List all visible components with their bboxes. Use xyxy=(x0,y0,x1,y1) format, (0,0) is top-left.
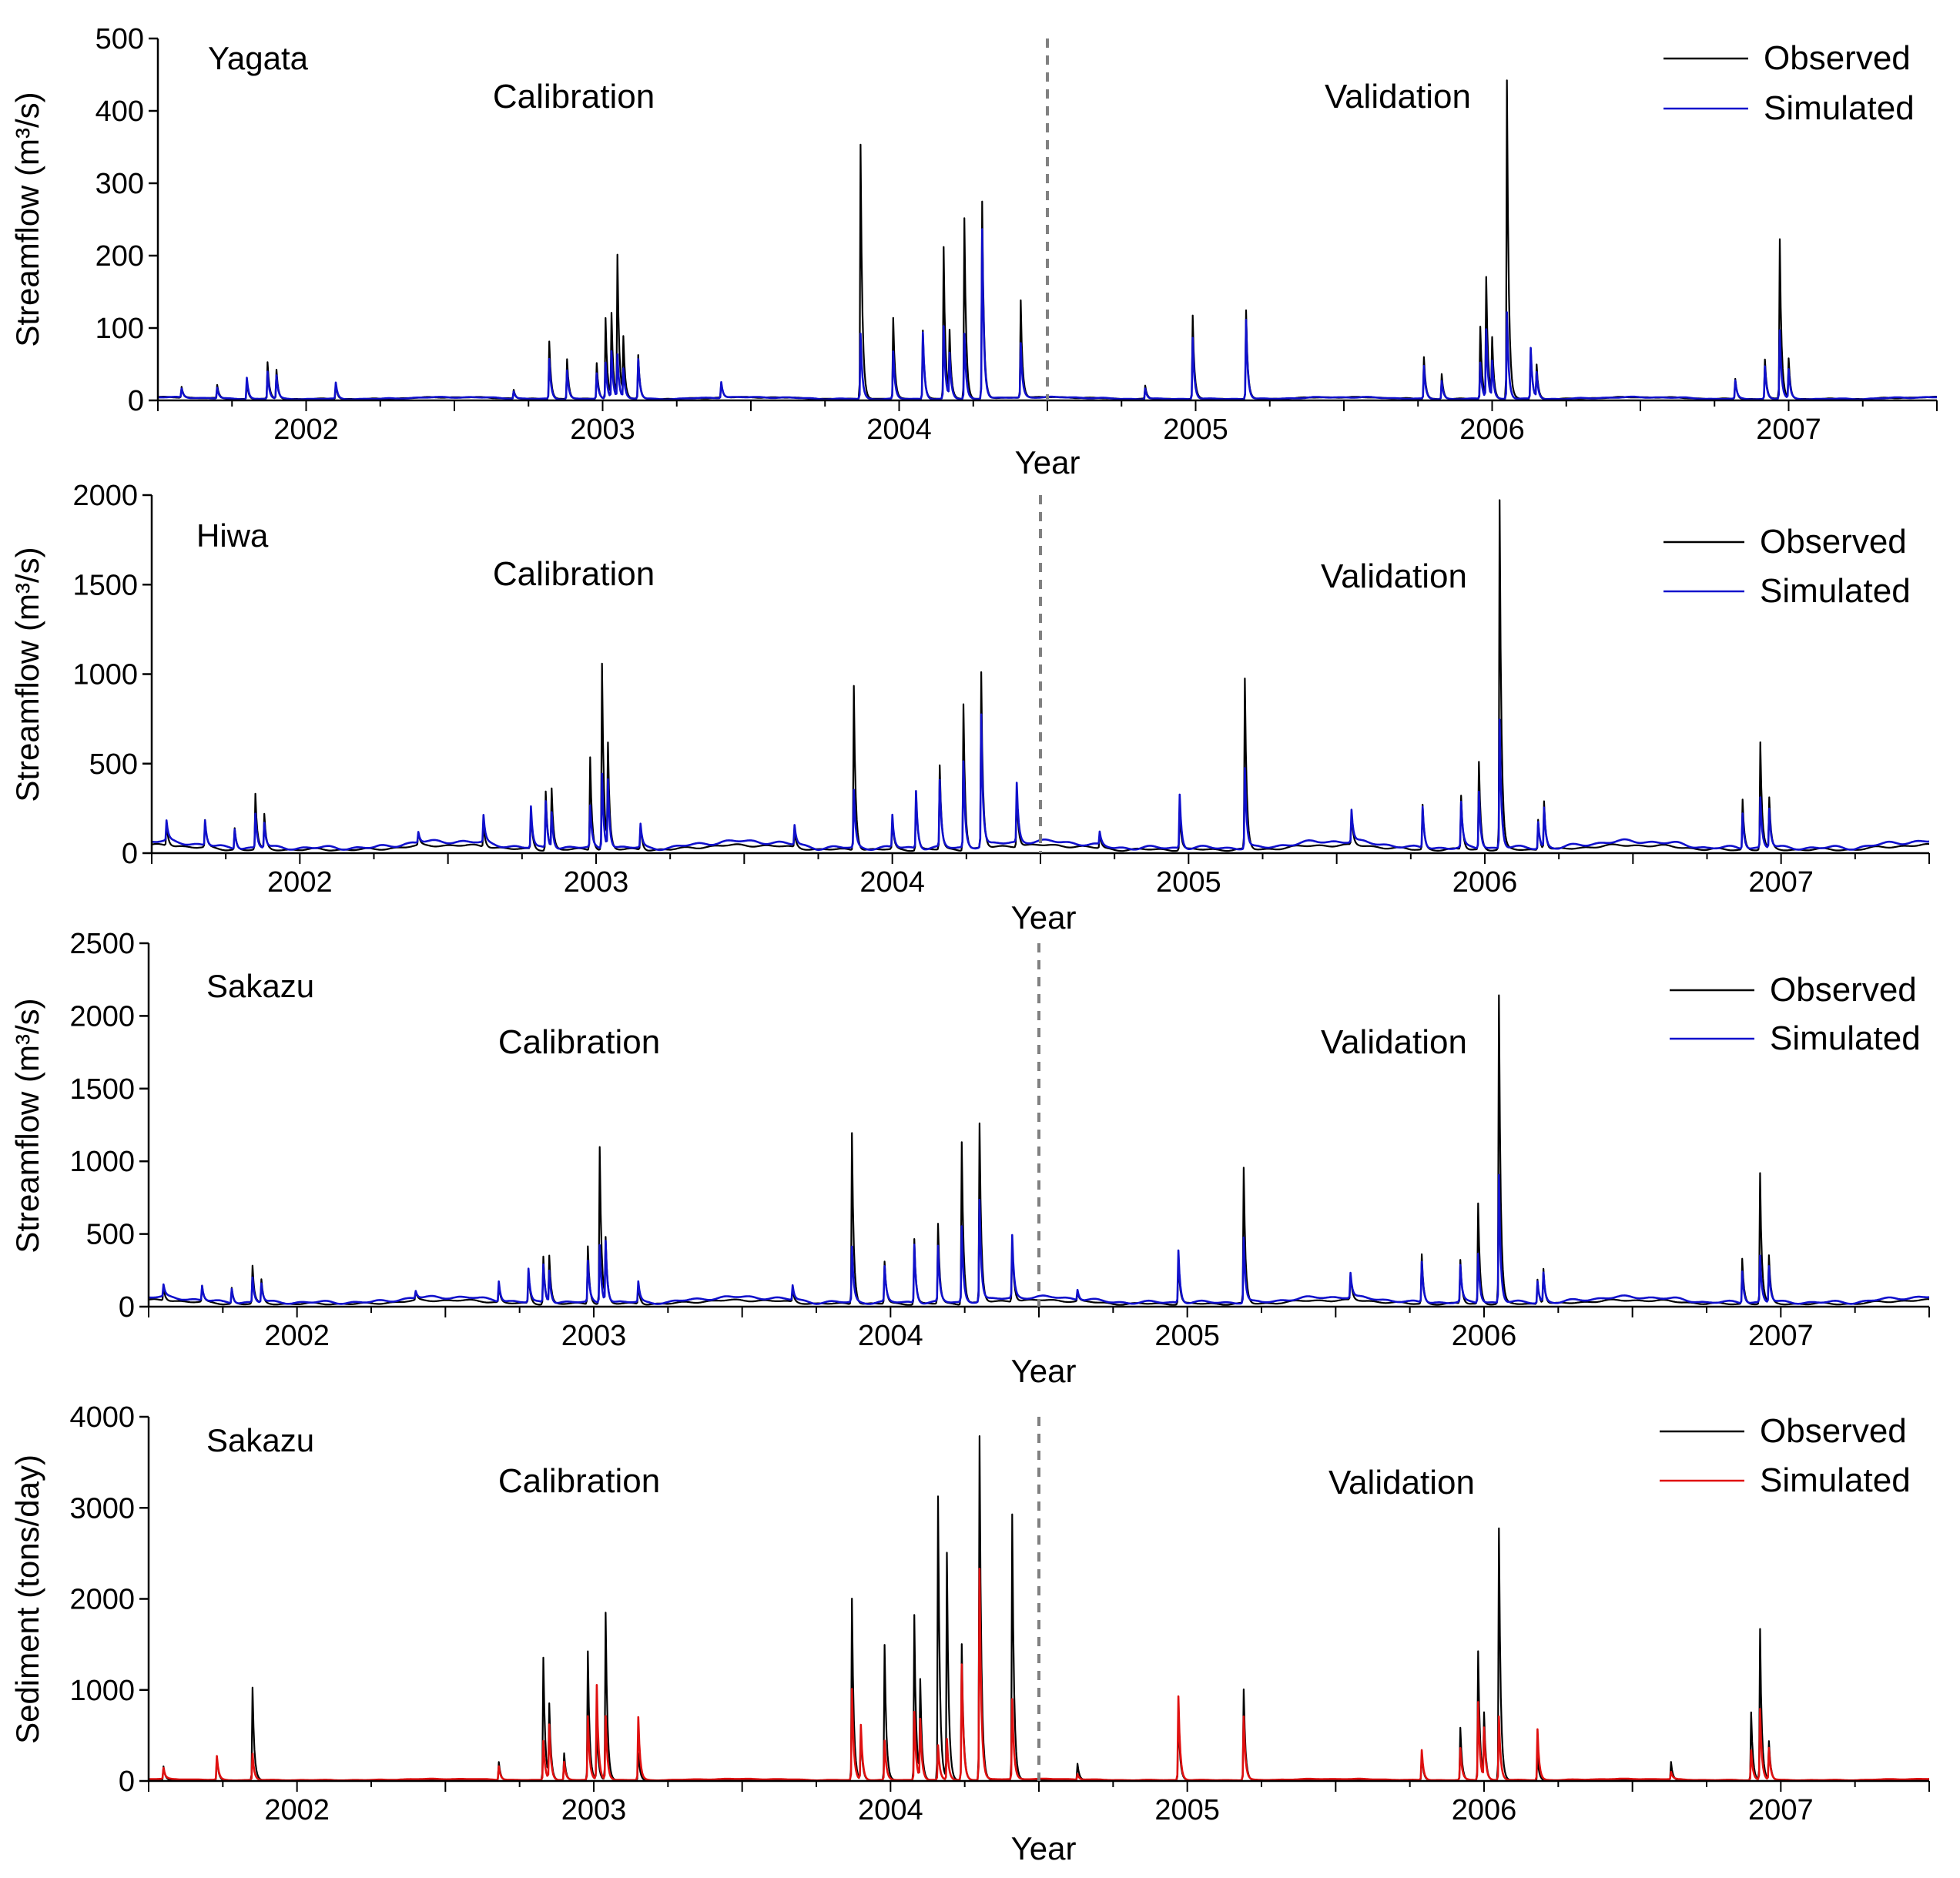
x-tick-label: 2003 xyxy=(564,866,629,899)
y-tick-label: 1000 xyxy=(69,1146,135,1178)
x-tick-label: 2005 xyxy=(1154,1320,1220,1352)
y-tick-label: 1500 xyxy=(69,1073,135,1106)
x-tick-label: 2006 xyxy=(1452,866,1518,899)
y-tick-label: 2000 xyxy=(69,1584,135,1616)
x-tick-label: 2006 xyxy=(1459,413,1525,446)
x-tick-label: 2005 xyxy=(1156,866,1221,899)
x-tick-label: 2002 xyxy=(264,1320,330,1352)
validation-label: Validation xyxy=(1328,1464,1475,1501)
legend-observed-label: Observed xyxy=(1770,971,1917,1009)
validation-label: Validation xyxy=(1325,78,1471,115)
y-tick-label: 500 xyxy=(95,23,144,55)
y-axis-title: Streamflow (m³/s) xyxy=(9,547,45,802)
y-tick-label: 0 xyxy=(119,1766,135,1798)
calibration-label: Calibration xyxy=(498,1023,660,1061)
x-tick-label: 2003 xyxy=(561,1794,627,1826)
x-axis-title: Year xyxy=(1011,899,1077,936)
calibration-label: Calibration xyxy=(493,78,655,115)
x-tick-label: 2006 xyxy=(1452,1794,1517,1826)
legend-observed-label: Observed xyxy=(1764,39,1911,77)
x-axis-title: Year xyxy=(1011,1830,1077,1866)
x-tick-label: 2003 xyxy=(570,413,635,446)
x-tick-label: 2007 xyxy=(1748,866,1814,899)
y-tick-label: 1000 xyxy=(72,659,138,691)
y-tick-label: 2000 xyxy=(72,480,138,512)
x-tick-label: 2007 xyxy=(1748,1794,1814,1826)
x-tick-label: 2002 xyxy=(273,413,339,446)
validation-label: Validation xyxy=(1321,557,1467,595)
x-tick-label: 2004 xyxy=(858,1320,923,1352)
legend-simulated-label: Simulated xyxy=(1760,572,1911,610)
y-tick-label: 2500 xyxy=(69,928,135,960)
y-axis-title: Sediment (tons/day) xyxy=(9,1455,45,1744)
y-tick-label: 100 xyxy=(95,313,144,345)
x-tick-label: 2004 xyxy=(858,1794,923,1826)
site-label: Hiwa xyxy=(196,517,269,554)
y-axis-title: Streamflow (m³/s) xyxy=(9,92,45,346)
x-axis-title: Year xyxy=(1015,444,1081,480)
y-tick-label: 500 xyxy=(89,748,138,781)
legend-observed-label: Observed xyxy=(1760,523,1907,561)
legend-simulated-label: Simulated xyxy=(1764,89,1915,127)
y-tick-label: 200 xyxy=(95,240,144,273)
y-tick-label: 0 xyxy=(119,1291,135,1324)
x-tick-label: 2003 xyxy=(561,1320,627,1352)
calibration-label: Calibration xyxy=(493,555,655,593)
legend-simulated-label: Simulated xyxy=(1760,1461,1911,1499)
x-tick-label: 2007 xyxy=(1756,413,1821,446)
x-tick-label: 2005 xyxy=(1154,1794,1220,1826)
site-label: Yagata xyxy=(208,40,309,76)
y-tick-label: 1500 xyxy=(72,569,138,601)
y-tick-label: 1000 xyxy=(69,1675,135,1707)
y-tick-label: 0 xyxy=(128,385,144,417)
y-tick-label: 0 xyxy=(122,838,138,870)
y-tick-label: 400 xyxy=(95,95,144,128)
x-tick-label: 2006 xyxy=(1452,1320,1517,1352)
x-tick-label: 2002 xyxy=(264,1794,330,1826)
legend-observed-label: Observed xyxy=(1760,1412,1907,1450)
simulated-series-line xyxy=(148,1173,1930,1305)
y-tick-label: 2000 xyxy=(69,1000,135,1033)
y-tick-label: 3000 xyxy=(69,1492,135,1525)
validation-label: Validation xyxy=(1321,1023,1467,1061)
x-tick-label: 2002 xyxy=(267,866,333,899)
site-label: Sakazu xyxy=(206,968,314,1004)
x-tick-label: 2007 xyxy=(1748,1320,1814,1352)
y-tick-label: 300 xyxy=(95,168,144,200)
x-axis-title: Year xyxy=(1011,1353,1077,1389)
x-tick-label: 2005 xyxy=(1163,413,1228,446)
x-tick-label: 2004 xyxy=(866,413,932,446)
legend-simulated-label: Simulated xyxy=(1770,1019,1921,1057)
y-axis-title: Streamflow (m³/s) xyxy=(9,998,45,1253)
y-tick-label: 500 xyxy=(86,1219,135,1251)
x-tick-label: 2004 xyxy=(859,866,925,899)
calibration-label: Calibration xyxy=(498,1462,660,1500)
observed-series-line xyxy=(151,499,1929,852)
y-tick-label: 4000 xyxy=(69,1401,135,1434)
site-label: Sakazu xyxy=(206,1422,314,1458)
